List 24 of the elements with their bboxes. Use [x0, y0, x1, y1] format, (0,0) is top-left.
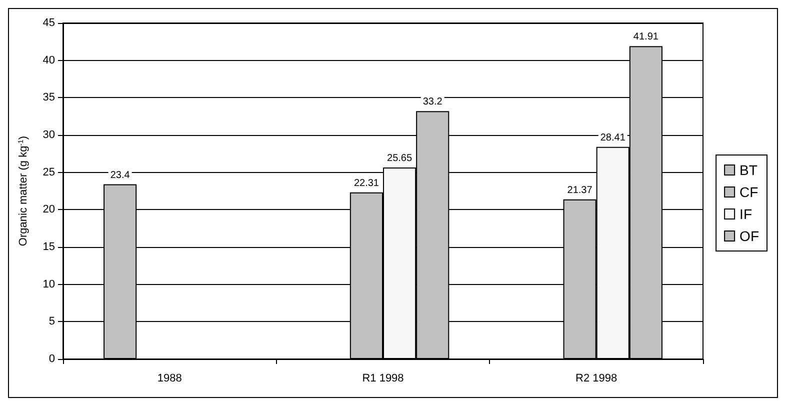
y-tick-label: 45: [42, 17, 55, 29]
data-label: 22.31: [354, 178, 380, 189]
legend-label: OF: [740, 228, 760, 244]
x-tick-label: R2 1998: [576, 372, 618, 384]
legend-label: CF: [740, 184, 758, 200]
data-label: 23.4: [110, 170, 130, 181]
data-label: 21.37: [567, 184, 593, 196]
legend-label: IF: [740, 206, 752, 222]
y-tick-label: 40: [42, 54, 55, 66]
y-tick-label: 35: [42, 92, 55, 104]
y-tick-label: 20: [42, 204, 55, 216]
y-tick-label: 15: [42, 241, 55, 253]
data-label: 33.2: [422, 96, 443, 108]
y-tick-label: 5: [48, 316, 55, 328]
y-tick-label: 25: [42, 166, 55, 178]
y-tick-label: 0: [48, 353, 55, 365]
data-label: 28.41: [600, 132, 626, 144]
data-label: 25.65: [387, 152, 412, 164]
y-tick-label: 10: [42, 278, 55, 290]
x-tick-label: R1 1998: [362, 372, 404, 384]
data-label: 41.91: [633, 32, 659, 43]
legend-label: BT: [740, 162, 758, 178]
y-tick-label: 30: [42, 129, 55, 141]
x-tick-label: 1988: [157, 372, 182, 384]
